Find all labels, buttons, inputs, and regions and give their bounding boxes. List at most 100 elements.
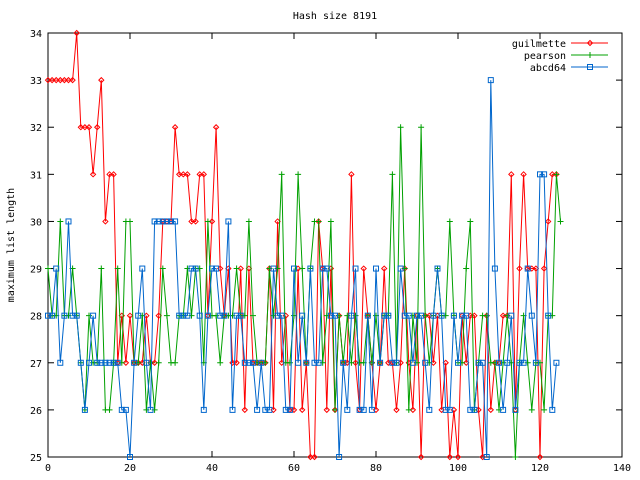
data-point [163, 312, 170, 319]
data-point [356, 406, 363, 413]
data-point [135, 312, 142, 319]
data-point [204, 218, 211, 225]
data-point [471, 406, 478, 413]
data-point [475, 359, 482, 366]
data-point [180, 312, 187, 319]
data-point [61, 312, 68, 319]
data-point [184, 171, 191, 178]
data-point [93, 124, 101, 131]
data-point [459, 312, 466, 319]
y-tick-label: 29 [30, 265, 42, 276]
data-point [500, 406, 507, 413]
data-point [69, 76, 76, 84]
data-point [422, 359, 429, 366]
data-point [114, 265, 121, 272]
data-point [299, 312, 306, 319]
series-line-guilmette [48, 32, 557, 458]
plot-frame [47, 32, 623, 458]
data-point [282, 406, 289, 413]
data-point [151, 359, 158, 366]
data-point [389, 359, 396, 366]
y-tick-label: 31 [30, 170, 42, 181]
data-point [417, 453, 425, 461]
data-point [426, 406, 433, 413]
data-point [537, 171, 543, 178]
data-point [397, 265, 404, 272]
data-point [241, 359, 248, 366]
data-point [69, 312, 76, 319]
data-point [176, 312, 183, 319]
data-point [389, 171, 396, 178]
data-point [192, 218, 199, 225]
data-point [118, 406, 125, 413]
data-point [450, 312, 457, 319]
data-point [479, 359, 486, 366]
data-point [139, 265, 146, 272]
data-point [77, 124, 85, 131]
data-point [323, 406, 331, 414]
data-point [434, 265, 441, 272]
data-point [237, 265, 244, 272]
data-point [393, 406, 400, 414]
data-point [209, 265, 215, 272]
data-point [545, 312, 552, 319]
data-point [221, 312, 228, 319]
data-point [110, 171, 117, 178]
y-tick-label: 25 [30, 453, 42, 464]
data-point [241, 406, 249, 414]
x-tick-label: 60 [288, 463, 300, 474]
data-point [487, 406, 495, 414]
data-point [414, 312, 420, 319]
data-point [168, 218, 174, 225]
data-point [159, 265, 166, 272]
data-point [85, 124, 93, 131]
data-point [549, 171, 556, 178]
data-point [188, 218, 195, 225]
data-point [381, 312, 388, 319]
data-point [175, 171, 183, 178]
data-point [446, 406, 453, 413]
data-point [463, 265, 470, 272]
data-point [200, 406, 207, 413]
data-point [262, 406, 269, 413]
data-point [520, 359, 527, 366]
data-point [49, 312, 56, 319]
data-point [528, 406, 535, 413]
data-point [245, 359, 252, 366]
data-point [393, 359, 400, 366]
data-point [364, 312, 371, 319]
data-point [311, 359, 318, 366]
data-point [496, 359, 502, 366]
x-tick-label: 80 [370, 463, 382, 474]
y-tick-label: 27 [30, 359, 42, 370]
data-point [73, 312, 80, 319]
data-point [454, 453, 462, 461]
data-point [409, 406, 417, 414]
data-point [245, 218, 252, 225]
data-point [98, 265, 105, 272]
data-point [151, 218, 158, 225]
data-point [98, 76, 105, 84]
data-point [172, 359, 179, 366]
data-point [180, 171, 187, 178]
y-tick-label: 33 [30, 76, 42, 87]
data-point [213, 265, 220, 272]
data-point [315, 359, 322, 366]
data-point [159, 218, 166, 225]
x-tick-label: 40 [206, 463, 218, 474]
data-point [286, 406, 293, 413]
data-point [94, 359, 101, 366]
data-point [270, 265, 277, 272]
data-point [467, 218, 474, 225]
series-abcd64 [45, 77, 560, 460]
y-tick-label: 26 [30, 406, 42, 417]
data-point [340, 359, 347, 366]
data-point [303, 359, 310, 366]
data-point [65, 218, 72, 225]
data-point [126, 312, 134, 319]
y-tick-label: 28 [30, 312, 42, 323]
data-point [147, 406, 154, 413]
data-point [172, 218, 179, 225]
data-point [52, 76, 60, 84]
